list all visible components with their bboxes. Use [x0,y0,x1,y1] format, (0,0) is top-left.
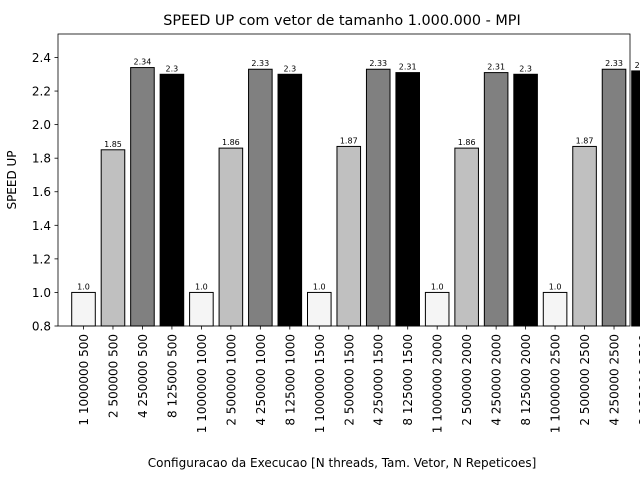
bar-17 [542,291,568,327]
x-tick-label-17: 1 1000000 2500 [549,334,563,433]
y-tick-label-9: 2.4 [32,51,51,65]
x-tick-label-8: 8 125000 1000 [283,334,297,426]
y-tick-label-5: 1.6 [32,185,51,199]
bar-3 [130,67,155,327]
bar-value-label-4: 2.3 [166,64,179,73]
bar-11 [365,68,391,327]
bar-2 [100,149,126,327]
y-tick-label-6: 1.8 [32,152,51,166]
x-tick-label-2: 2 500000 500 [106,334,120,418]
x-tick-label-18: 2 500000 2500 [578,334,592,426]
bar-value-label-8: 2.3 [283,64,296,73]
x-tick-label-14: 2 500000 2000 [460,334,474,426]
x-tick-label-20: 8 125000 2500 [637,334,640,426]
bar-6 [218,147,244,327]
x-tick-label-7: 4 250000 1000 [254,334,268,426]
bar-value-label-17: 1.0 [549,282,562,291]
bar-15 [483,72,509,327]
bar-18 [572,145,597,327]
x-tick-label-12: 8 125000 1500 [401,334,415,426]
x-tick-label-11: 4 250000 1500 [372,334,386,426]
x-tick-label-3: 4 250000 500 [136,334,150,418]
bars-group [71,67,640,327]
bar-12 [395,72,420,327]
x-axis-label: Configuracao da Execucao [N threads, Tam… [148,456,537,470]
bar-value-label-5: 1.0 [195,282,208,291]
bar-value-label-13: 1.0 [431,282,444,291]
bar-1 [71,291,96,327]
x-axis: 1 1000000 500 2 500000 500 4 250000 500 8 1… [77,326,640,433]
x-tick-label-4: 8 125000 500 [165,334,179,418]
bar-value-label-3: 2.34 [134,58,152,67]
x-tick-label-5: 1 1000000 1000 [195,334,209,433]
bar-value-label-12: 2.31 [399,63,417,72]
plot-frame [57,33,631,327]
bar-13 [424,291,450,327]
y-axis: 0.8 1.0 1.2 1.4 1.6 1.8 2.0 2.2 2.4 [32,51,58,334]
y-tick-label-1: 0.8 [32,320,51,334]
bar-4 [159,73,185,327]
bar-19 [601,68,627,327]
x-tick-label-9: 1 1000000 1500 [313,334,327,433]
x-tick-label-15: 4 250000 2000 [490,334,504,426]
x-tick-label-13: 1 1000000 2000 [431,334,445,433]
y-tick-label-3: 1.2 [32,252,51,266]
y-tick-label-8: 2.2 [32,85,51,99]
y-axis-label: SPEED UP [5,150,19,209]
y-tick-label-4: 1.4 [32,219,51,233]
bar-20 [631,70,640,327]
bar-5 [189,291,214,327]
bar-10 [336,145,362,327]
bar-value-label-7: 2.33 [251,59,269,68]
y-tick-label-2: 1.0 [32,286,51,300]
bar-value-label-20: 2.32 [635,61,640,70]
chart-title: SPEED UP com vetor de tamanho 1.000.000 … [163,13,520,29]
x-tick-label-16: 8 125000 2000 [519,334,533,426]
bar-value-label-18: 1.87 [576,136,594,145]
bar-9 [307,291,332,327]
bar-16 [513,73,538,327]
bar-value-label-6: 1.86 [222,138,240,147]
x-tick-label-1: 1 1000000 500 [77,334,91,426]
x-tick-label-19: 4 250000 2500 [608,334,622,426]
bar-7 [248,68,273,327]
bar-value-label-10: 1.87 [340,136,358,145]
bar-value-label-11: 2.33 [369,59,387,68]
bar-value-label-16: 2.3 [519,64,532,73]
bar-value-label-9: 1.0 [313,282,326,291]
bar-8 [277,73,303,327]
y-tick-label-7: 2.0 [32,118,51,132]
value-labels-group: 1.0 1.85 2.34 2.3 1.0 1.86 2.33 2.3 1.0 1.87 2.33 2… [77,58,640,292]
bar-value-label-14: 1.86 [458,138,476,147]
bar-value-label-19: 2.33 [605,59,623,68]
x-tick-label-10: 2 500000 1500 [342,334,356,426]
bar-value-label-1: 1.0 [77,282,90,291]
bar-value-label-2: 1.85 [104,140,122,149]
bar-value-label-15: 2.31 [487,63,505,72]
x-tick-label-6: 2 500000 1000 [224,334,238,426]
bar-14 [454,147,479,327]
